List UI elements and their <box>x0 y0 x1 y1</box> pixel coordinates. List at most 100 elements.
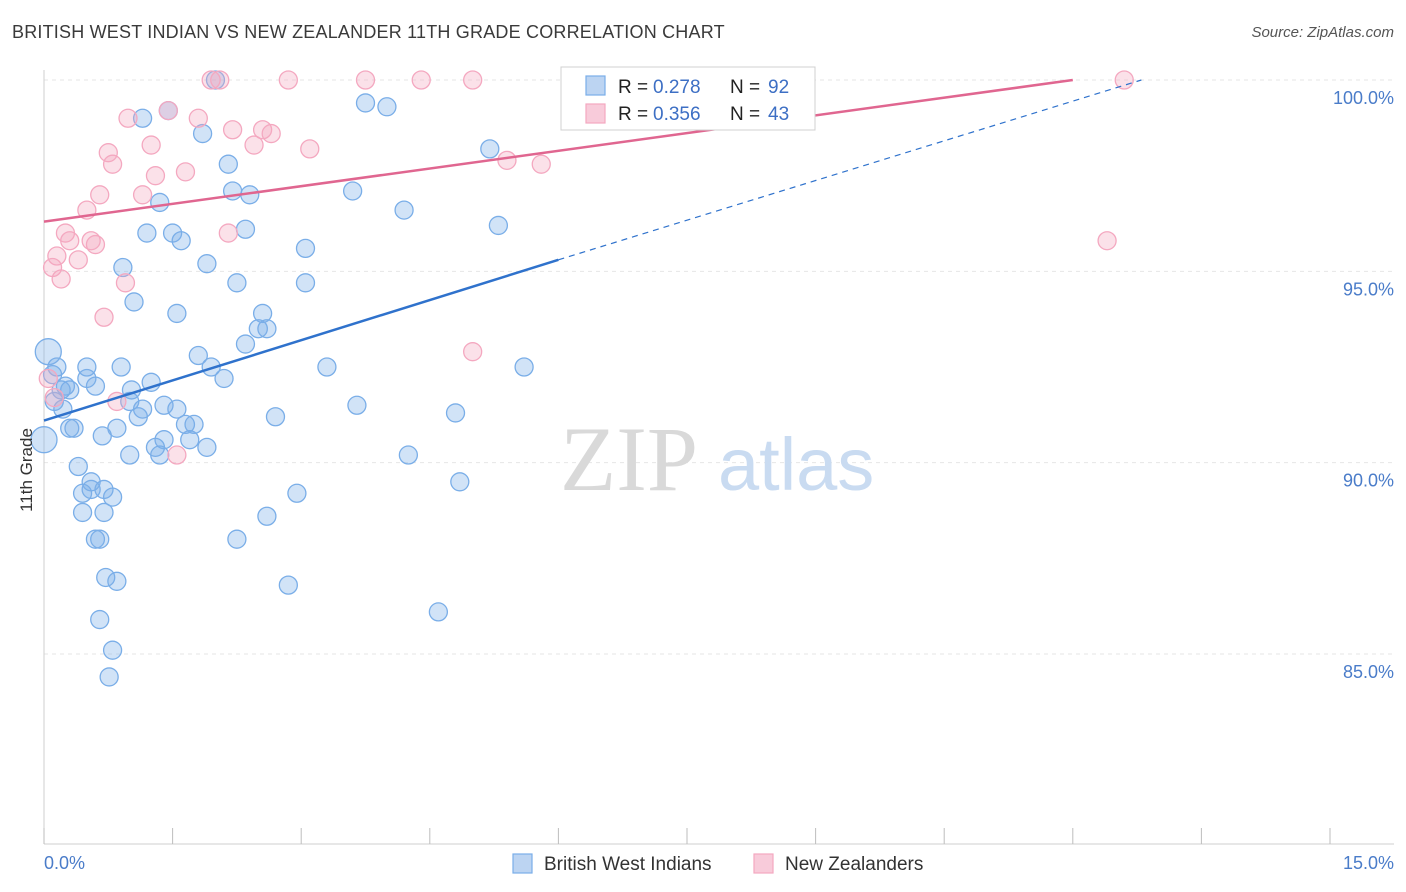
point-new-zealander-24 <box>188 108 208 128</box>
point-british-west-indian-26 <box>99 667 119 687</box>
stats-legend: R = 0.278 N = 92 R = 0.356 N = 43 <box>560 66 816 131</box>
point-british-west-indian-72 <box>257 506 277 526</box>
point-british-west-indian-28 <box>102 640 123 660</box>
point-british-west-indian-77 <box>295 273 316 293</box>
point-new-zealander-7 <box>68 250 88 270</box>
point-new-zealander-35 <box>411 70 431 90</box>
chart-title: BRITISH WEST INDIAN VS NEW ZEALANDER 11T… <box>12 22 725 42</box>
stats-legend-swatch-blue <box>585 75 606 96</box>
trend-lines <box>43 78 1142 422</box>
point-british-west-indian-39 <box>132 108 153 128</box>
point-new-zealander-6 <box>60 231 80 251</box>
y-axis-label: 11th Grade <box>17 428 36 512</box>
point-new-zealander-13 <box>98 143 118 163</box>
source-credit: Source: ZipAtlas.com <box>1251 24 1394 41</box>
y-tick-label-3: 85.0% <box>1343 662 1394 682</box>
point-new-zealander-37 <box>463 70 483 90</box>
point-british-west-indian-32 <box>113 257 133 278</box>
point-new-zealander-14 <box>102 154 123 174</box>
point-new-zealander-4 <box>51 269 71 289</box>
point-new-zealander-11 <box>90 185 110 205</box>
point-new-zealander-28 <box>222 120 243 140</box>
point-new-zealander-18 <box>132 185 153 205</box>
x-tick-label-left: 0.0% <box>44 853 85 873</box>
point-new-zealander-34 <box>355 70 376 90</box>
point-british-west-indian-34 <box>120 445 140 465</box>
point-new-zealander-10 <box>85 234 106 255</box>
series-legend-swatch-blue <box>512 853 533 874</box>
point-british-west-indian-78 <box>317 357 337 377</box>
trend-line-dashed-0 <box>558 79 1142 261</box>
stats-legend-n-label-0: N = <box>730 77 760 98</box>
point-british-west-indian-59 <box>201 357 221 377</box>
point-new-zealander-31 <box>261 123 281 144</box>
point-british-west-indian-83 <box>394 200 414 220</box>
point-new-zealander-21 <box>158 100 178 121</box>
point-british-west-indian-84 <box>398 445 419 465</box>
y-tick-label-1: 95.0% <box>1343 279 1394 299</box>
point-british-west-indian-73 <box>265 407 286 427</box>
stats-legend-r-label-1: R = <box>618 104 648 125</box>
point-british-west-indian-13 <box>72 502 93 523</box>
y-tick-label-2: 90.0% <box>1343 471 1394 491</box>
series-legend: British West Indians New Zealanders <box>512 853 923 875</box>
point-british-west-indian-0 <box>30 426 58 454</box>
point-british-west-indian-60 <box>205 70 226 90</box>
point-british-west-indian-43 <box>150 192 170 213</box>
point-british-west-indian-57 <box>197 437 217 458</box>
point-british-west-indian-30 <box>107 418 127 438</box>
point-british-west-indian-64 <box>227 273 247 293</box>
point-new-zealander-41 <box>1097 231 1117 251</box>
point-british-west-indian-29 <box>107 571 127 591</box>
point-british-west-indian-56 <box>192 123 213 144</box>
point-british-west-indian-25 <box>96 567 116 588</box>
point-british-west-indian-79 <box>342 181 363 201</box>
point-new-zealander-19 <box>141 135 161 155</box>
point-new-zealander-2 <box>44 387 64 408</box>
point-british-west-indian-31 <box>111 357 131 377</box>
point-british-west-indian-18 <box>85 376 106 396</box>
data-points <box>30 70 1134 687</box>
point-british-west-indian-81 <box>355 93 376 113</box>
y-tick-labels: 100.0% 95.0% 90.0% 85.0% <box>1333 88 1394 682</box>
point-british-west-indian-55 <box>188 345 208 366</box>
point-british-west-indian-40 <box>137 223 157 243</box>
watermark-zip: ZIP <box>560 408 698 510</box>
point-new-zealander-42 <box>1114 70 1134 90</box>
stats-legend-r-label-0: R = <box>618 77 648 98</box>
point-british-west-indian-53 <box>180 430 200 450</box>
point-british-west-indian-21 <box>90 609 110 630</box>
point-british-west-indian-87 <box>450 472 470 492</box>
axes <box>43 70 1394 845</box>
point-british-west-indian-46 <box>154 430 174 450</box>
point-new-zealander-33 <box>300 139 320 159</box>
trend-line-1 <box>43 78 1073 223</box>
point-new-zealander-12 <box>94 307 114 327</box>
point-british-west-indian-20 <box>90 529 110 549</box>
point-new-zealander-0 <box>38 368 58 389</box>
trend-line-0 <box>43 258 559 422</box>
point-new-zealander-27 <box>218 223 238 243</box>
x-tick-label-right: 15.0% <box>1343 853 1394 873</box>
point-british-west-indian-67 <box>235 219 256 239</box>
point-new-zealander-23 <box>175 162 196 182</box>
point-british-west-indian-50 <box>167 303 187 324</box>
point-british-west-indian-66 <box>235 334 256 354</box>
point-british-west-indian-36 <box>124 292 144 312</box>
point-british-west-indian-70 <box>252 303 273 324</box>
point-british-west-indian-85 <box>428 602 449 622</box>
stats-legend-n-value-0: 92 <box>768 77 789 98</box>
point-british-west-indian-90 <box>514 357 534 377</box>
point-british-west-indian-10 <box>64 418 84 438</box>
point-british-west-indian-86 <box>445 403 466 423</box>
point-british-west-indian-82 <box>377 97 397 117</box>
stats-legend-n-label-1: N = <box>730 104 760 125</box>
point-new-zealander-38 <box>497 150 517 171</box>
series-legend-label-0: British West Indians <box>544 854 712 875</box>
point-british-west-indian-76 <box>295 238 316 259</box>
point-british-west-indian-54 <box>184 414 204 435</box>
point-new-zealander-26 <box>210 70 230 90</box>
point-new-zealander-39 <box>531 154 551 174</box>
point-new-zealander-36 <box>463 342 483 362</box>
